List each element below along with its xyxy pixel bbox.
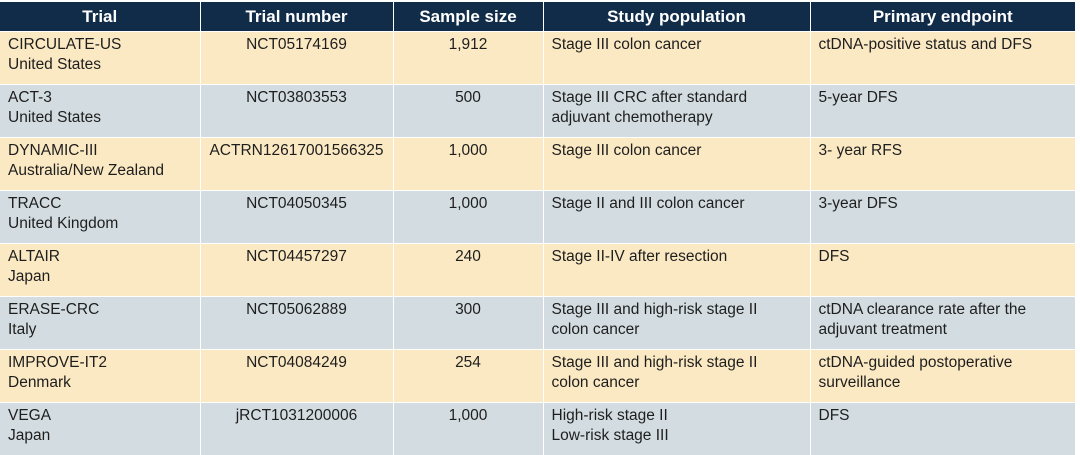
sample-size-cell: 240 [393, 244, 543, 297]
population-line: Stage III and high-risk stage II [552, 353, 804, 373]
endpoint-line: DFS [819, 406, 1070, 426]
trial-country: United States [8, 55, 194, 75]
population-line: Stage III colon cancer [552, 141, 804, 161]
population-line: High-risk stage II [552, 406, 804, 426]
trial-country: Australia/New Zealand [8, 161, 194, 181]
header-sample-size: Sample size [393, 2, 543, 32]
trial-number-cell: NCT04457297 [200, 244, 393, 297]
trial-name: TRACC [8, 194, 194, 214]
table-header-row: Trial Trial number Sample size Study pop… [0, 2, 1075, 32]
primary-endpoint-cell: ctDNA-positive status and DFS [810, 32, 1075, 85]
study-population-cell: Stage II and III colon cancer [543, 191, 810, 244]
trial-number-cell: NCT04084249 [200, 350, 393, 403]
trial-country: Italy [8, 320, 194, 340]
population-line: Stage III CRC after standard [552, 88, 804, 108]
sample-size-cell: 254 [393, 350, 543, 403]
endpoint-line: ctDNA-guided postoperative [819, 353, 1070, 373]
endpoint-line: ctDNA-positive status and DFS [819, 35, 1070, 55]
primary-endpoint-cell: 5-year DFS [810, 85, 1075, 138]
sample-size-cell: 1,912 [393, 32, 543, 85]
header-primary-endpoint: Primary endpoint [810, 2, 1075, 32]
endpoint-line: DFS [819, 247, 1070, 267]
population-line: Low-risk stage III [552, 426, 804, 446]
trial-name: IMPROVE-IT2 [8, 353, 194, 373]
trial-name: CIRCULATE-US [8, 35, 194, 55]
population-line: colon cancer [552, 373, 804, 393]
primary-endpoint-cell: 3- year RFS [810, 138, 1075, 191]
trial-name: DYNAMIC-III [8, 141, 194, 161]
trial-number-cell: jRCT1031200006 [200, 403, 393, 455]
trial-name: VEGA [8, 406, 194, 426]
population-line: colon cancer [552, 320, 804, 340]
trial-country: United Kingdom [8, 214, 194, 234]
endpoint-line: 3-year DFS [819, 194, 1070, 214]
sample-size-cell: 1,000 [393, 138, 543, 191]
trial-number-cell: NCT05062889 [200, 297, 393, 350]
trial-name: ACT-3 [8, 88, 194, 108]
study-population-cell: Stage III colon cancer [543, 32, 810, 85]
population-line: Stage III colon cancer [552, 35, 804, 55]
header-trial-number: Trial number [200, 2, 393, 32]
header-study-population: Study population [543, 2, 810, 32]
endpoint-line: ctDNA clearance rate after the [819, 300, 1070, 320]
trial-name: ALTAIR [8, 247, 194, 267]
sample-size-cell: 300 [393, 297, 543, 350]
primary-endpoint-cell: 3-year DFS [810, 191, 1075, 244]
trial-number-cell: NCT04050345 [200, 191, 393, 244]
endpoint-line: surveillance [819, 373, 1070, 393]
trial-country: Denmark [8, 373, 194, 393]
trial-number-cell: NCT05174169 [200, 32, 393, 85]
sample-size-cell: 1,000 [393, 191, 543, 244]
trial-name: ERASE-CRC [8, 300, 194, 320]
sample-size-cell: 500 [393, 85, 543, 138]
trial-country: United States [8, 108, 194, 128]
population-line: adjuvant chemotherapy [552, 108, 804, 128]
population-line: Stage III and high-risk stage II [552, 300, 804, 320]
study-population-cell: Stage II-IV after resection [543, 244, 810, 297]
trial-number-cell: ACTRN12617001566325 [200, 138, 393, 191]
endpoint-line: adjuvant treatment [819, 320, 1070, 340]
primary-endpoint-cell: DFS [810, 403, 1075, 455]
endpoint-line: 5-year DFS [819, 88, 1070, 108]
sample-size-cell: 1,000 [393, 403, 543, 455]
population-line: Stage II-IV after resection [552, 247, 804, 267]
population-line: Stage II and III colon cancer [552, 194, 804, 214]
primary-endpoint-cell: DFS [810, 244, 1075, 297]
trial-number-cell: NCT03803553 [200, 85, 393, 138]
study-population-cell: Stage III colon cancer [543, 138, 810, 191]
trial-country: Japan [8, 426, 194, 446]
trial-country: Japan [8, 267, 194, 287]
endpoint-line: 3- year RFS [819, 141, 1070, 161]
header-trial: Trial [0, 2, 200, 32]
